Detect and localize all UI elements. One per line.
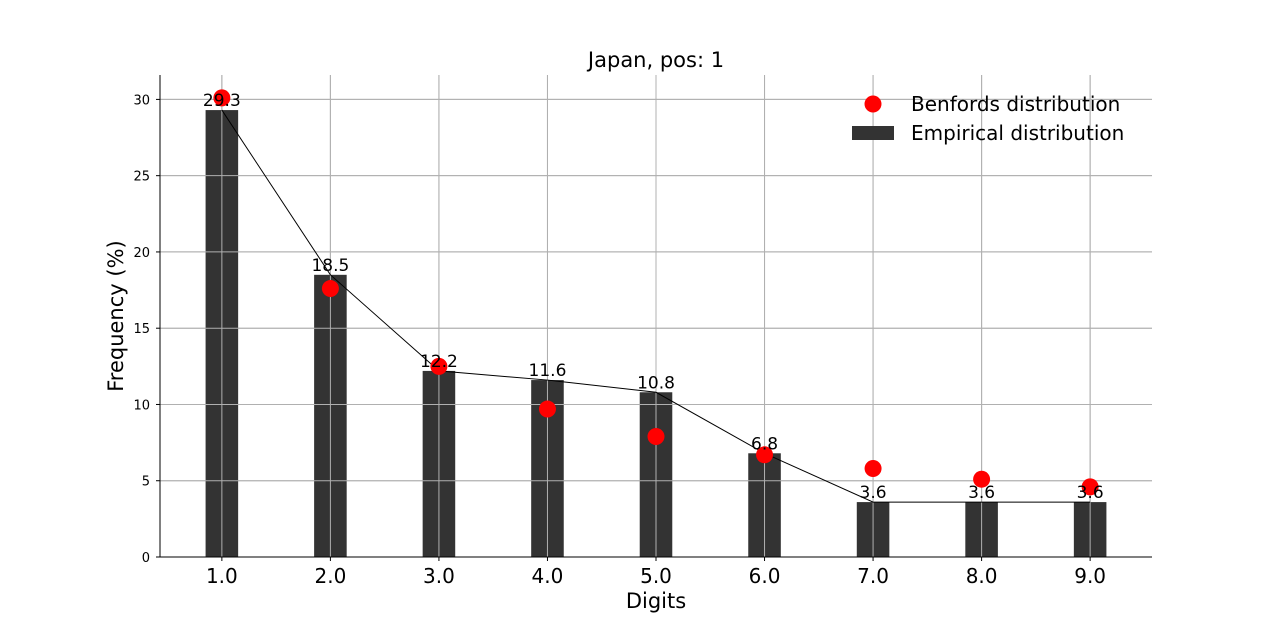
benford-point xyxy=(321,280,339,298)
x-axis-label: Digits xyxy=(626,589,686,613)
benford-point xyxy=(430,357,448,375)
legend: Benfords distribution Empirical distribut… xyxy=(852,92,1124,145)
legend-label-benford: Benfords distribution xyxy=(911,92,1120,116)
bar-data-label: 3.6 xyxy=(968,483,995,503)
legend-swatch-empirical xyxy=(852,126,894,140)
x-tick-label: 4.0 xyxy=(532,564,564,588)
y-tick-label: 15 xyxy=(133,322,150,337)
y-tick-label: 20 xyxy=(133,246,150,261)
bar-data-label: 12.2 xyxy=(420,352,458,372)
bar-data-label: 29.3 xyxy=(203,91,241,111)
x-tick-label: 6.0 xyxy=(749,564,781,588)
x-tick-label: 1.0 xyxy=(206,564,238,588)
legend-swatch-benford xyxy=(864,95,882,113)
bar-data-label: 3.6 xyxy=(1077,483,1104,503)
y-tick-label: 0 xyxy=(142,551,150,566)
benford-points xyxy=(213,89,1099,496)
y-tick-label: 30 xyxy=(133,93,150,108)
ticks: 0 5 10 15 20 25 30 1.0 2.0 3.0 4.0 5.0 6.0 7.0 8.0 9.0 xyxy=(133,93,1106,588)
bar-data-label: 18.5 xyxy=(311,256,349,276)
benford-point xyxy=(1081,478,1099,496)
y-tick-label: 10 xyxy=(133,398,150,413)
chart-title: Japan, pos: 1 xyxy=(586,48,724,72)
bars xyxy=(160,75,1152,558)
x-tick-label: 7.0 xyxy=(857,564,889,588)
x-tick-label: 3.0 xyxy=(423,564,455,588)
benford-point xyxy=(864,460,882,478)
benford-point xyxy=(538,400,556,418)
benford-point xyxy=(647,428,665,445)
bar-data-label: 11.6 xyxy=(529,361,567,381)
y-tick-label: 5 xyxy=(142,475,150,490)
connector-line xyxy=(221,109,1091,503)
bar-labels: 29.3 18.5 12.2 11.6 10.8 6.8 3.6 3.6 3.6 xyxy=(203,91,1104,503)
benford-point xyxy=(756,446,774,464)
benford-point xyxy=(973,470,991,488)
x-tick-label: 2.0 xyxy=(314,564,346,588)
bar-data-label: 3.6 xyxy=(860,483,887,503)
y-tick-label: 25 xyxy=(133,170,150,185)
legend-label-empirical: Empirical distribution xyxy=(911,121,1124,145)
y-axis-label: Frequency (%) xyxy=(104,240,128,392)
bar-data-label: 10.8 xyxy=(637,373,675,393)
benford-point xyxy=(213,89,231,107)
x-tick-label: 8.0 xyxy=(966,564,998,588)
bar-data-label: 6.8 xyxy=(751,434,778,454)
connector-polyline xyxy=(221,109,1091,503)
x-tick-label: 5.0 xyxy=(640,564,672,588)
x-tick-label: 9.0 xyxy=(1074,564,1106,588)
